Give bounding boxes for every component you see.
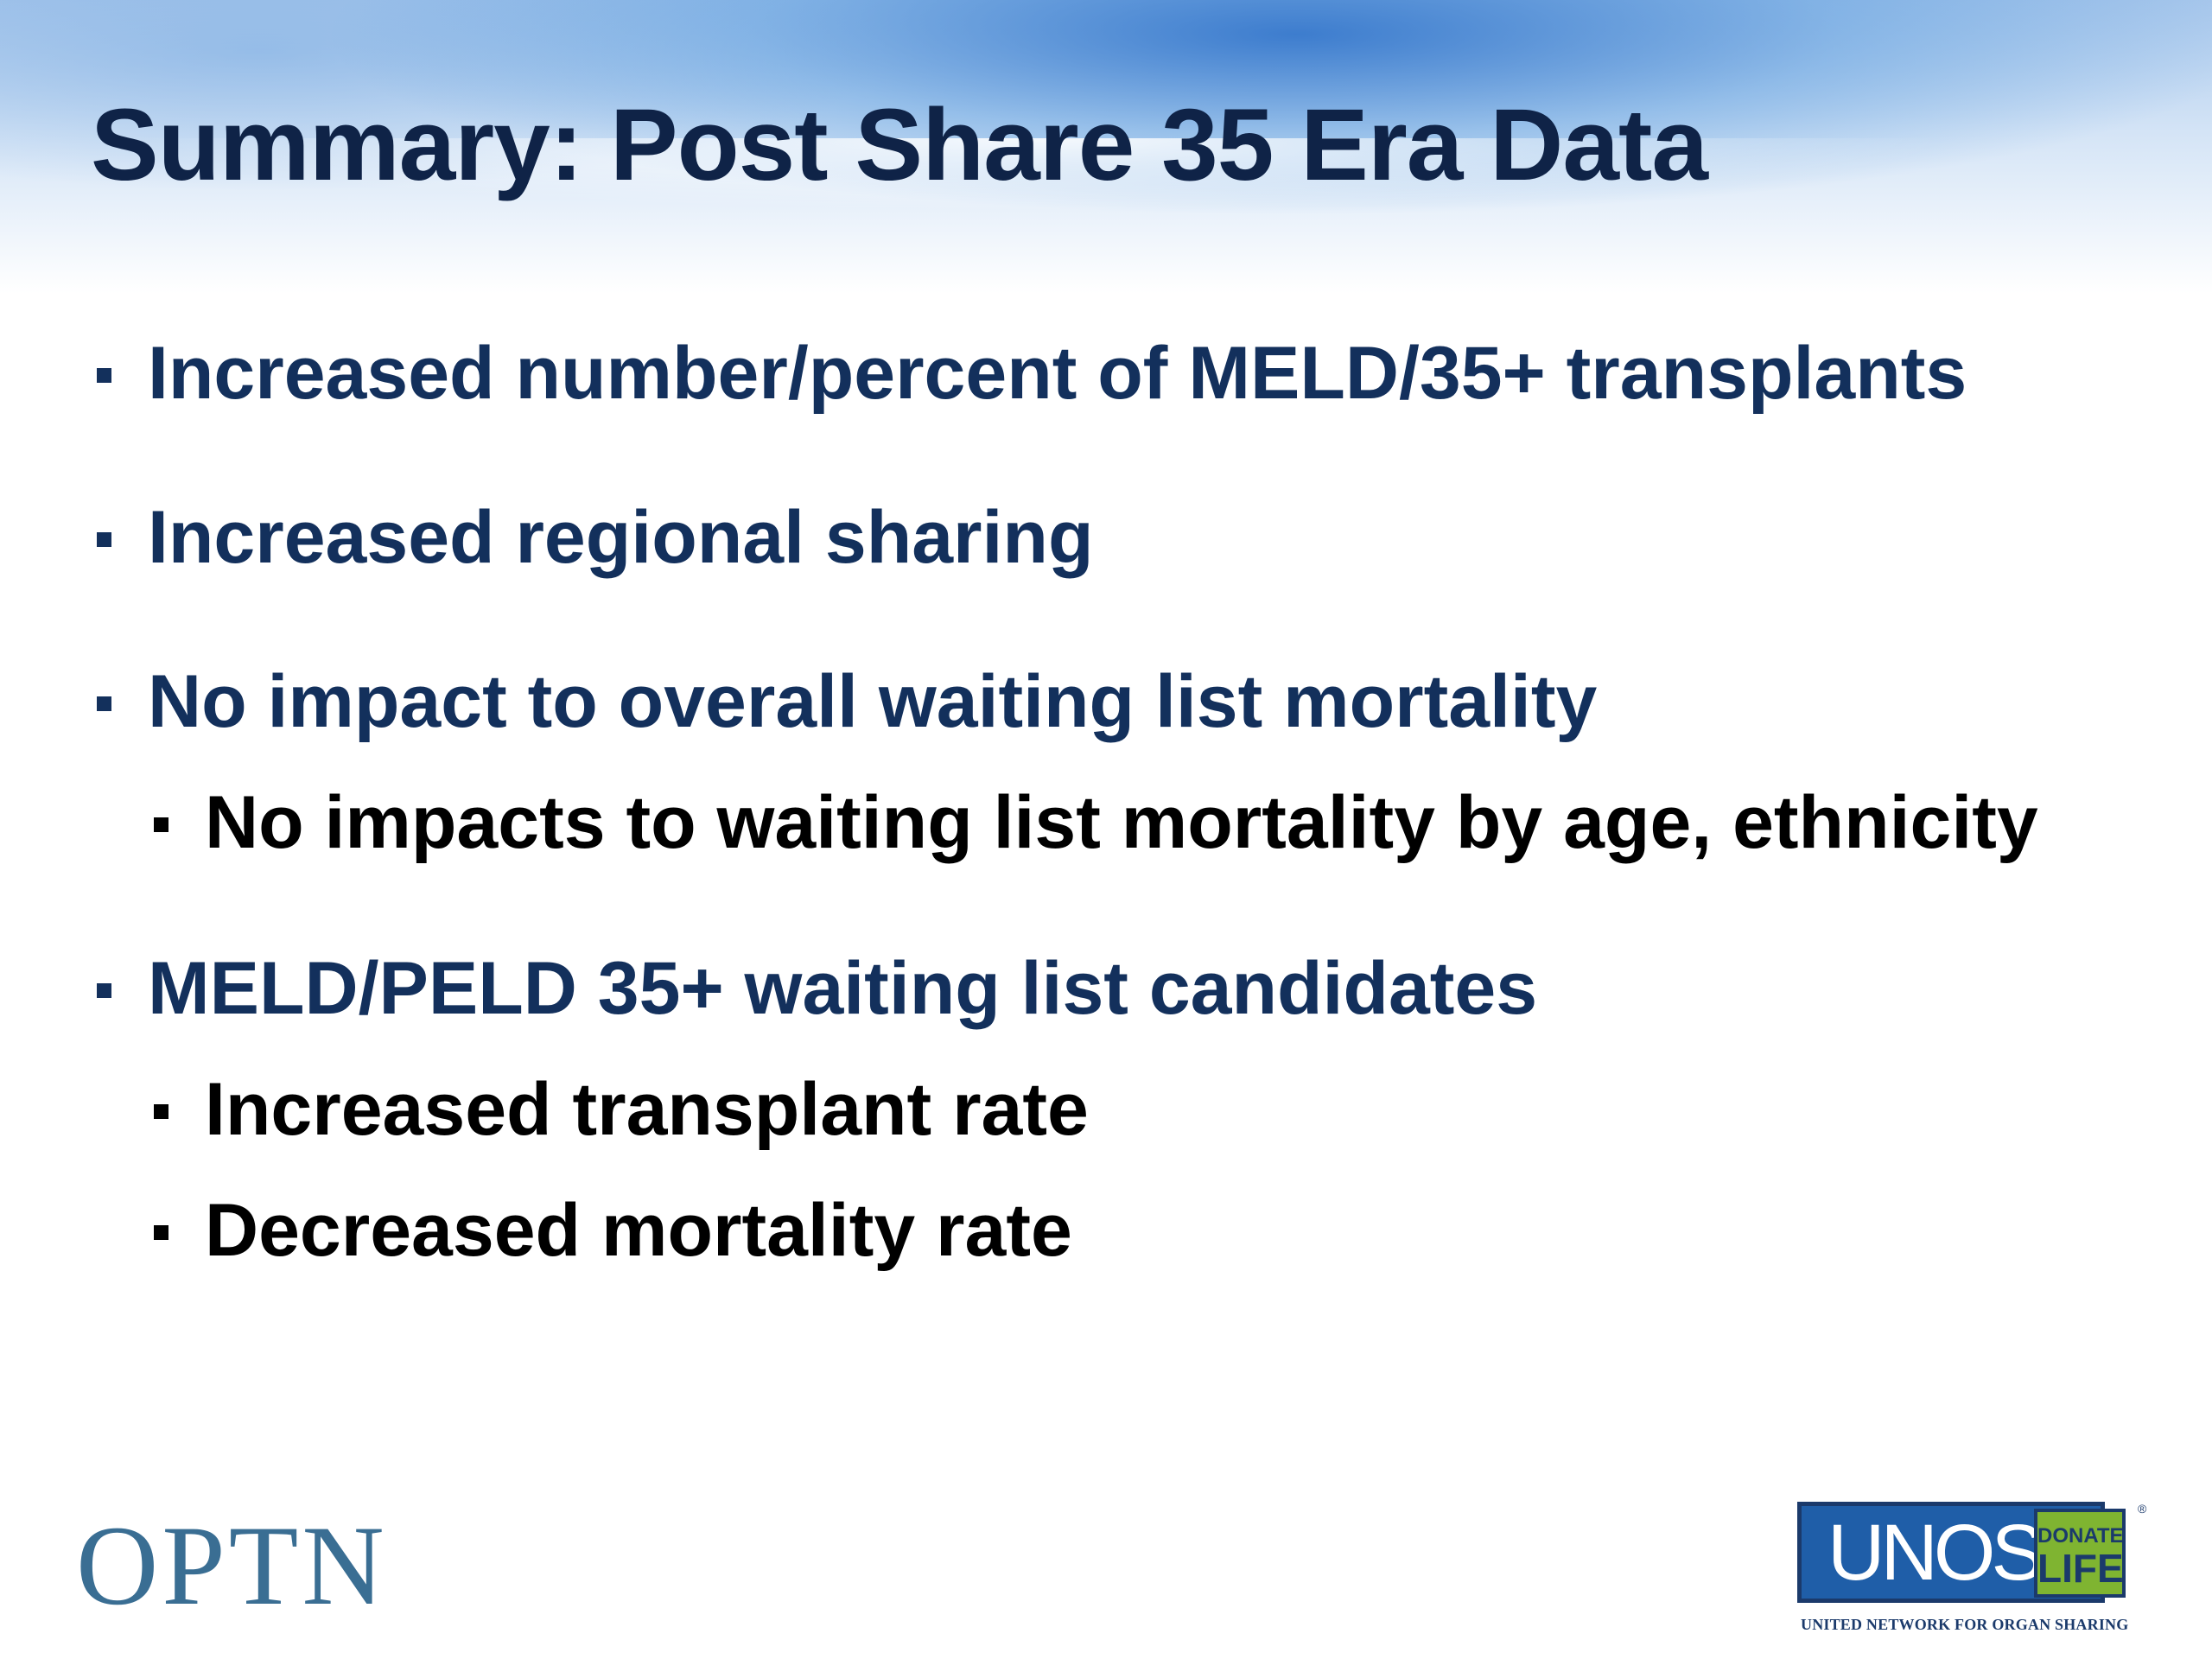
- bullet-text: MELD/PELD 35+ waiting list candidates: [148, 947, 1538, 1030]
- life-label: LIFE: [2037, 1546, 2124, 1591]
- donate-label: DONATE: [2037, 1524, 2124, 1548]
- bullet-text: Increased number/percent of MELD/35+ tra…: [148, 332, 1967, 415]
- sub-bullet-item: No impacts to waiting list mortality by …: [154, 780, 2038, 866]
- unos-donate-life-logo: UNOS DONATE LIFE ® UNITED NETWORK FOR OR…: [1797, 1502, 2160, 1640]
- square-bullet-icon: [154, 1224, 168, 1240]
- bullet-item: Increased number/percent of MELD/35+ tra…: [97, 331, 1967, 416]
- unos-wordmark: UNOS: [1827, 1509, 2044, 1597]
- header-gradient-band: [0, 0, 2212, 328]
- square-bullet-icon: [97, 367, 111, 383]
- bullet-item: Increased regional sharing: [97, 495, 1093, 581]
- sub-bullet-item: Increased transplant rate: [154, 1067, 1089, 1153]
- bullet-item: No impact to overall waiting list mortal…: [97, 659, 1597, 745]
- square-bullet-icon: [154, 1103, 168, 1119]
- square-bullet-icon: [97, 982, 111, 998]
- sub-bullet-text: Increased transplant rate: [205, 1068, 1089, 1151]
- square-bullet-icon: [97, 531, 111, 547]
- sub-bullet-text: No impacts to waiting list mortality by …: [205, 781, 2038, 864]
- sub-bullet-text: Decreased mortality rate: [205, 1189, 1072, 1272]
- sub-bullet-item: Decreased mortality rate: [154, 1188, 1072, 1274]
- unos-tagline: UNITED NETWORK FOR ORGAN SHARING: [1801, 1616, 2129, 1633]
- registered-mark-icon: ®: [2138, 1502, 2147, 1516]
- square-bullet-icon: [154, 817, 168, 832]
- bullet-text: Increased regional sharing: [148, 496, 1094, 579]
- donate-life-badge: DONATE LIFE: [2034, 1509, 2126, 1598]
- square-bullet-icon: [97, 696, 111, 711]
- slide-title: Summary: Post Share 35 Era Data: [91, 88, 1708, 202]
- optn-logo: OPTN: [76, 1502, 388, 1629]
- bullet-item: MELD/PELD 35+ waiting list candidates: [97, 946, 1537, 1032]
- bullet-text: No impact to overall waiting list mortal…: [148, 660, 1598, 743]
